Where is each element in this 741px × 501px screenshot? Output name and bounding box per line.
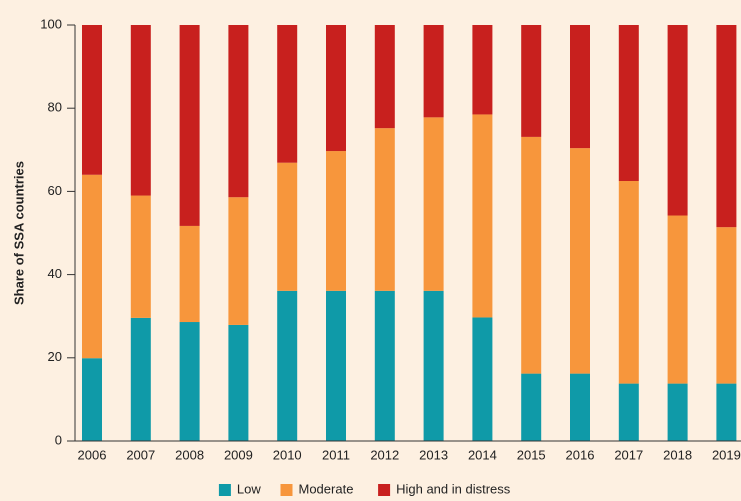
y-tick-label: 40: [48, 266, 62, 281]
y-tick-label: 60: [48, 183, 62, 198]
bar-segment: [716, 383, 737, 441]
y-tick-label: 80: [48, 100, 62, 115]
bar-segment: [374, 25, 395, 129]
bar-segment: [667, 383, 688, 441]
bar-segment: [716, 227, 737, 384]
bar-segment: [521, 136, 542, 374]
bar-segment: [130, 195, 151, 318]
bar-segment: [326, 151, 346, 291]
bar-segment: [82, 174, 102, 359]
bar-segment: [716, 25, 737, 228]
bar-segment: [570, 25, 590, 149]
x-tick-label: 2013: [419, 447, 448, 462]
x-tick-label: 2014: [468, 447, 497, 462]
y-tick-label: 100: [40, 16, 62, 31]
bar-segment: [82, 358, 102, 441]
bar-segment: [667, 215, 688, 384]
bar-segment: [423, 25, 444, 118]
bar-segment: [472, 25, 493, 115]
bar-segment: [179, 225, 200, 323]
bar-segment: [326, 290, 346, 441]
bar-segment: [277, 290, 298, 441]
x-tick-label: 2019: [712, 447, 741, 462]
bar-segment: [521, 25, 542, 137]
bar-segment: [618, 383, 639, 441]
bar-segment: [82, 25, 102, 175]
x-tick-label: 2011: [322, 447, 350, 462]
bar-segment: [472, 317, 493, 441]
x-tick-label: 2008: [175, 447, 204, 462]
x-tick-label: 2007: [126, 447, 155, 462]
bar-segment: [179, 25, 200, 226]
bar-segment: [570, 373, 590, 441]
x-tick-label: 2012: [370, 447, 399, 462]
legend-swatch: [218, 484, 231, 496]
bar-segment: [374, 128, 395, 291]
x-tick-label: 2018: [663, 447, 692, 462]
x-tick-label: 2016: [566, 447, 595, 462]
legend-label: High and in distress: [396, 481, 511, 496]
legend-swatch: [378, 484, 391, 496]
y-tick-label: 20: [48, 349, 62, 364]
bar-segment: [570, 148, 590, 374]
bar-segment: [374, 290, 395, 441]
bar-segment: [228, 197, 249, 325]
y-tick-label: 0: [55, 432, 62, 447]
bar-segment: [423, 117, 444, 291]
bar-segment: [228, 25, 249, 198]
bar-segment: [228, 324, 249, 441]
x-tick-label: 2009: [224, 447, 253, 462]
bar-segment: [667, 25, 688, 216]
bar-segment: [277, 25, 298, 163]
bar-segment: [618, 181, 639, 384]
legend-label: Low: [237, 481, 261, 496]
bar-segment: [130, 25, 151, 196]
bar-segment: [326, 25, 346, 152]
bar-segment: [179, 322, 200, 441]
bar-segment: [277, 162, 298, 291]
x-tick-label: 2006: [78, 447, 107, 462]
x-tick-label: 2017: [614, 447, 643, 462]
bar-segment: [618, 25, 639, 181]
bar-segment: [521, 373, 542, 441]
legend-swatch: [280, 484, 293, 496]
bar-segment: [472, 114, 493, 318]
y-axis-label: Share of SSA countries: [11, 161, 26, 305]
bar-segment: [423, 290, 444, 441]
x-tick-label: 2010: [273, 447, 302, 462]
bar-segment: [130, 317, 151, 441]
x-tick-label: 2015: [517, 447, 546, 462]
legend-label: Moderate: [299, 481, 354, 496]
